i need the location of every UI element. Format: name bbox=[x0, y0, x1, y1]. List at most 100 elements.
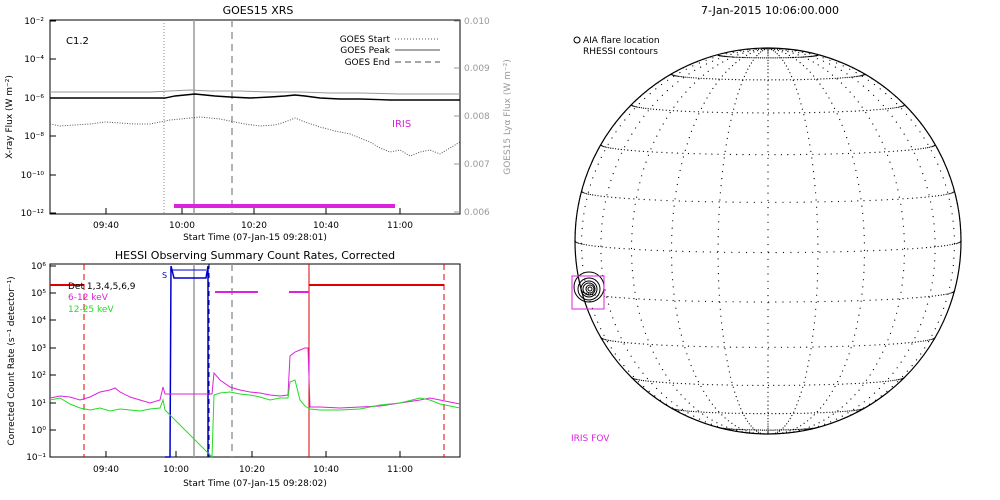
grid-dot bbox=[697, 383, 700, 385]
grid-dot bbox=[810, 55, 812, 58]
grid-dot bbox=[911, 341, 913, 343]
rhessi-contour bbox=[577, 277, 601, 301]
grid-dot bbox=[738, 88, 741, 90]
grid-dot bbox=[643, 115, 645, 117]
grid-dot bbox=[575, 241, 577, 243]
grid-dot bbox=[606, 341, 609, 343]
grid-dot bbox=[609, 310, 612, 312]
grid-dot bbox=[610, 179, 612, 182]
grid-dot bbox=[924, 310, 927, 312]
grid-dot bbox=[750, 62, 753, 64]
grid-dot bbox=[767, 88, 769, 90]
grid-dot bbox=[759, 429, 762, 431]
grid-dot bbox=[734, 425, 736, 427]
grid-dot bbox=[639, 182, 641, 184]
grid-dot bbox=[685, 300, 687, 302]
grid-dot bbox=[626, 349, 629, 351]
grid-dot bbox=[807, 420, 809, 422]
grid-dot bbox=[633, 108, 636, 110]
grid-dot bbox=[716, 425, 719, 427]
grid-dot bbox=[794, 84, 796, 86]
grid-dot bbox=[800, 428, 803, 430]
grid-dot bbox=[767, 287, 769, 290]
grid-dot bbox=[721, 55, 724, 57]
grid-dot bbox=[684, 398, 686, 400]
grid-dot bbox=[736, 346, 738, 348]
grid-dot bbox=[789, 57, 792, 59]
grid-dot bbox=[816, 294, 818, 296]
grid-dot bbox=[807, 412, 809, 414]
grid-dot bbox=[767, 59, 769, 62]
grid-dot bbox=[775, 79, 777, 81]
grid-dot bbox=[839, 118, 841, 121]
grid-dot bbox=[877, 99, 880, 101]
grid-dot bbox=[689, 383, 691, 385]
grid-dot bbox=[690, 130, 693, 132]
grid-dot bbox=[739, 201, 741, 203]
grid-dot bbox=[868, 397, 871, 399]
grid-dot bbox=[862, 407, 865, 409]
grid-dot bbox=[920, 196, 922, 199]
grid-dot bbox=[887, 154, 889, 156]
grid-dot bbox=[850, 200, 853, 202]
grid-dot bbox=[811, 157, 813, 159]
grid-dot bbox=[670, 249, 673, 251]
grid-dot bbox=[727, 131, 730, 133]
grid-dot bbox=[679, 72, 681, 74]
grid-dot bbox=[740, 84, 742, 86]
grid-dot bbox=[842, 345, 844, 347]
grid-dot bbox=[858, 314, 860, 316]
grid-dot bbox=[951, 181, 953, 183]
grid-dot bbox=[824, 300, 826, 303]
grid-dot bbox=[862, 382, 864, 384]
grid-dot bbox=[628, 198, 630, 200]
grid-dot bbox=[617, 159, 620, 161]
grid-dot bbox=[688, 76, 690, 79]
grid-dot bbox=[800, 56, 803, 58]
grid-dot bbox=[710, 423, 713, 425]
grid-dot bbox=[813, 424, 815, 426]
grid-dot bbox=[886, 390, 888, 392]
grid-dot bbox=[659, 109, 661, 111]
grid-dot bbox=[594, 170, 597, 172]
grid-dot bbox=[718, 280, 720, 282]
grid-dot bbox=[606, 146, 608, 148]
grid-dot bbox=[782, 427, 784, 429]
grid-dot bbox=[735, 428, 737, 430]
grid-dot bbox=[911, 149, 913, 151]
grid-dot bbox=[752, 427, 754, 429]
grid-dot bbox=[735, 396, 737, 398]
grid-dot bbox=[671, 401, 673, 403]
grid-dot bbox=[804, 112, 806, 114]
grid-dot bbox=[893, 175, 896, 177]
grid-dot bbox=[862, 85, 865, 87]
grid-dot bbox=[767, 120, 769, 122]
grid-dot bbox=[799, 62, 801, 64]
goes-ylabel-right: GOES15 Lyα Flux (W m⁻²) bbox=[503, 59, 513, 175]
grid-dot bbox=[739, 301, 741, 303]
grid-dot bbox=[642, 372, 644, 374]
grid-dot bbox=[767, 371, 769, 373]
grid-dot bbox=[703, 102, 705, 104]
grid-dot bbox=[721, 178, 723, 180]
grid-dot bbox=[767, 427, 769, 429]
grid-dot bbox=[604, 289, 606, 291]
grid-dot bbox=[728, 371, 731, 373]
grid-dot bbox=[908, 342, 910, 344]
grid-dot bbox=[806, 153, 808, 155]
grid-dot bbox=[813, 412, 816, 414]
grid-dot bbox=[807, 428, 809, 430]
grid-dot bbox=[647, 110, 649, 112]
grid-dot bbox=[660, 392, 663, 394]
grid-dot bbox=[762, 384, 764, 386]
grid-dot bbox=[767, 53, 769, 55]
grid-dot bbox=[862, 110, 864, 112]
grid-dot bbox=[722, 335, 724, 337]
grid-dot bbox=[740, 408, 742, 410]
grid-dot bbox=[738, 427, 740, 429]
hessi-y-tick: 10⁵ bbox=[31, 289, 46, 299]
grid-dot bbox=[842, 153, 844, 155]
grid-dot bbox=[647, 380, 649, 382]
grid-dot bbox=[920, 122, 922, 125]
grid-dot bbox=[822, 67, 824, 69]
